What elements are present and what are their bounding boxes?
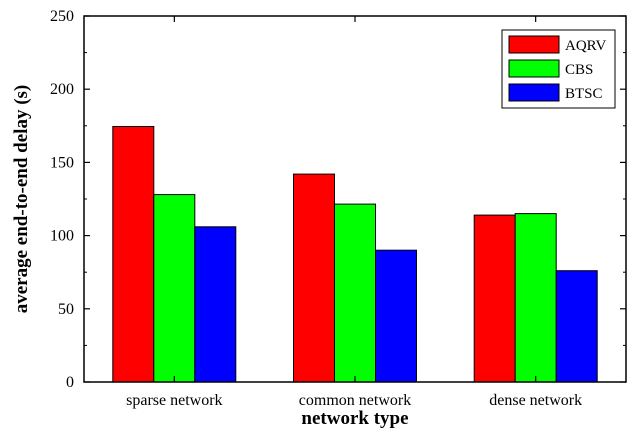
- bar-aqrv-0: [112, 126, 155, 383]
- plot-frame: [83, 15, 627, 383]
- x-axis-title: network type: [301, 408, 408, 429]
- bar-aqrv-2: [473, 214, 516, 383]
- bar-btsc-2: [555, 270, 598, 383]
- y-tick-label: 100: [50, 228, 74, 245]
- legend-swatch-aqrv: [508, 35, 560, 54]
- x-tick-label: sparse network: [126, 392, 222, 409]
- y-tick-label: 0: [66, 374, 74, 391]
- bar-btsc-1: [375, 249, 417, 383]
- legend-swatch-cbs: [508, 59, 560, 78]
- x-tick-label: dense network: [489, 392, 582, 409]
- bar-aqrv-1: [293, 173, 335, 383]
- y-tick-label: 200: [50, 81, 74, 98]
- bars-group: [112, 126, 598, 383]
- legend: AQRV CBS BTSC: [501, 29, 616, 109]
- legend-label-btsc: BTSC: [565, 86, 603, 102]
- y-tick-label: 150: [50, 154, 74, 171]
- x-axis-ticks: sparse network common network dense networ…: [126, 16, 582, 409]
- y-axis-title: average end-to-end delay (s): [11, 85, 32, 314]
- legend-swatch-btsc: [508, 83, 560, 102]
- bar-cbs-1: [334, 203, 376, 383]
- x-tick-label: common network: [299, 392, 411, 409]
- y-tick-label: 250: [50, 8, 74, 25]
- bar-btsc-0: [194, 226, 237, 383]
- legend-label-aqrv: AQRV: [565, 38, 606, 54]
- bar-cbs-0: [153, 194, 196, 383]
- legend-label-cbs: CBS: [565, 62, 593, 78]
- y-tick-label: 50: [58, 301, 74, 318]
- bar-cbs-2: [514, 213, 557, 383]
